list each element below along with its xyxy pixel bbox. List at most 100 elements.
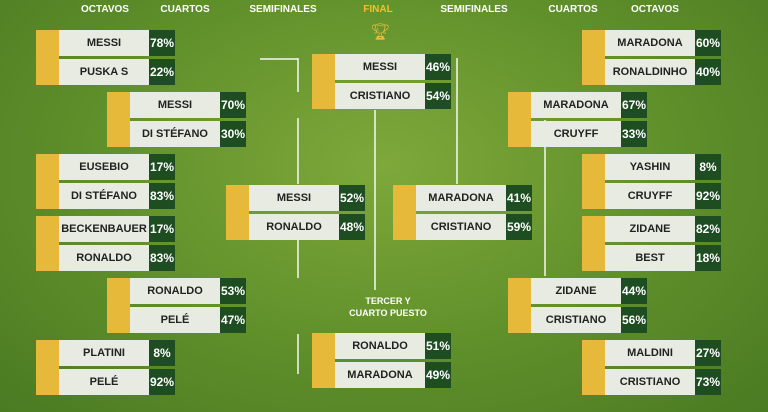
player-row[interactable]: RONALDO 53% [130,278,246,304]
player-name: PELÉ [130,307,220,333]
player-name: EUSEBIO [59,154,149,180]
connector-line [297,118,299,184]
match-color-bar [226,185,249,240]
player-row[interactable]: CRISTIANO 56% [531,307,647,333]
player-percentage: 70% [220,92,246,118]
player-row[interactable]: RONALDO 51% [335,333,451,359]
player-name: DI STÉFANO [59,183,149,209]
player-row[interactable]: BECKENBAUER 17% [59,216,175,242]
player-percentage: 54% [425,83,451,109]
match-color-bar [582,340,605,395]
player-percentage: 40% [695,59,721,85]
connector-line [297,240,299,278]
player-name: MESSI [130,92,220,118]
match-r-oct-1: MARADONA 60% RONALDINHO 40% [582,30,722,85]
match-color-bar [36,154,59,209]
player-row[interactable]: MESSI 46% [335,54,451,80]
player-name: CRISTIANO [605,369,695,395]
player-row[interactable]: PELÉ 47% [130,307,246,333]
player-percentage: 48% [339,214,365,240]
player-row[interactable]: RONALDO 48% [249,214,365,240]
connector-line [260,58,298,60]
match-color-bar [508,278,531,333]
player-row[interactable]: CRUYFF 92% [605,183,721,209]
player-name: RONALDO [130,278,220,304]
player-name: RONALDO [249,214,339,240]
match-r-cua-1: MARADONA 67% CRUYFF 33% [508,92,648,147]
player-row[interactable]: BEST 18% [605,245,721,271]
player-percentage: 33% [621,121,647,147]
player-row[interactable]: RONALDINHO 40% [605,59,721,85]
player-percentage: 83% [149,183,175,209]
player-percentage: 60% [695,30,721,56]
player-name: ZIDANE [531,278,621,304]
match-color-bar [312,333,335,388]
trophy-icon: 🏆︎ [370,24,391,41]
connector-line [456,58,458,184]
match-l-cua-1: MESSI 70% DI STÉFANO 30% [107,92,247,147]
player-row[interactable]: ZIDANE 82% [605,216,721,242]
player-percentage: 78% [149,30,175,56]
header-semifinales-right: SEMIFINALES [440,4,508,15]
player-row[interactable]: YASHIN 8% [605,154,721,180]
player-row[interactable]: ZIDANE 44% [531,278,647,304]
player-row[interactable]: MESSI 70% [130,92,246,118]
player-row[interactable]: CRISTIANO 73% [605,369,721,395]
match-color-bar [107,92,130,147]
player-name: MARADONA [605,30,695,56]
player-row[interactable]: PUSKA S 22% [59,59,175,85]
player-name: MARADONA [531,92,621,118]
connector-line [297,334,299,374]
match-l-semi: MESSI 52% RONALDO 48% [226,185,366,240]
player-name: CRUYFF [605,183,695,209]
player-row[interactable]: MESSI 52% [249,185,365,211]
player-name: MESSI [335,54,425,80]
player-row[interactable]: RONALDO 83% [59,245,175,271]
player-name: PELÉ [59,369,149,395]
player-percentage: 18% [695,245,721,271]
match-l-oct-1: MESSI 78% PUSKA S 22% [36,30,176,85]
player-row[interactable]: MESSI 78% [59,30,175,56]
player-row[interactable]: CRISTIANO 54% [335,83,451,109]
player-row[interactable]: CRUYFF 33% [531,121,647,147]
player-row[interactable]: DI STÉFANO 30% [130,121,246,147]
match-l-oct-3: BECKENBAUER 17% RONALDO 83% [36,216,176,271]
connector-line [374,110,376,290]
player-percentage: 47% [220,307,246,333]
player-percentage: 46% [425,54,451,80]
player-row[interactable]: PLATINI 8% [59,340,175,366]
player-row[interactable]: MARADONA 60% [605,30,721,56]
match-r-oct-2: YASHIN 8% CRUYFF 92% [582,154,722,209]
match-third: RONALDO 51% MARADONA 49% [312,333,452,388]
connector-line [297,58,299,92]
player-row[interactable]: DI STÉFANO 83% [59,183,175,209]
player-name: CRISTIANO [416,214,506,240]
match-l-oct-4: PLATINI 8% PELÉ 92% [36,340,176,395]
player-percentage: 22% [149,59,175,85]
player-row[interactable]: MARADONA 41% [416,185,532,211]
match-color-bar [582,154,605,209]
player-percentage: 82% [695,216,721,242]
match-color-bar [582,216,605,271]
player-percentage: 67% [621,92,647,118]
player-percentage: 92% [149,369,175,395]
player-row[interactable]: CRISTIANO 59% [416,214,532,240]
player-row[interactable]: EUSEBIO 17% [59,154,175,180]
third-label-line1: TERCER Y [365,296,411,306]
player-percentage: 73% [695,369,721,395]
third-place-label: TERCER Y CUARTO PUESTO [349,295,427,319]
player-percentage: 52% [339,185,365,211]
match-r-oct-4: MALDINI 27% CRISTIANO 73% [582,340,722,395]
player-name: PUSKA S [59,59,149,85]
player-row[interactable]: MARADONA 67% [531,92,647,118]
player-row[interactable]: MARADONA 49% [335,362,451,388]
player-name: ZIDANE [605,216,695,242]
header-final: FINAL [363,4,393,15]
player-row[interactable]: MALDINI 27% [605,340,721,366]
header-cuartos-right: CUARTOS [548,4,598,15]
player-name: RONALDO [59,245,149,271]
player-name: BECKENBAUER [59,216,149,242]
player-row[interactable]: PELÉ 92% [59,369,175,395]
player-percentage: 44% [621,278,647,304]
match-l-cua-2: RONALDO 53% PELÉ 47% [107,278,247,333]
